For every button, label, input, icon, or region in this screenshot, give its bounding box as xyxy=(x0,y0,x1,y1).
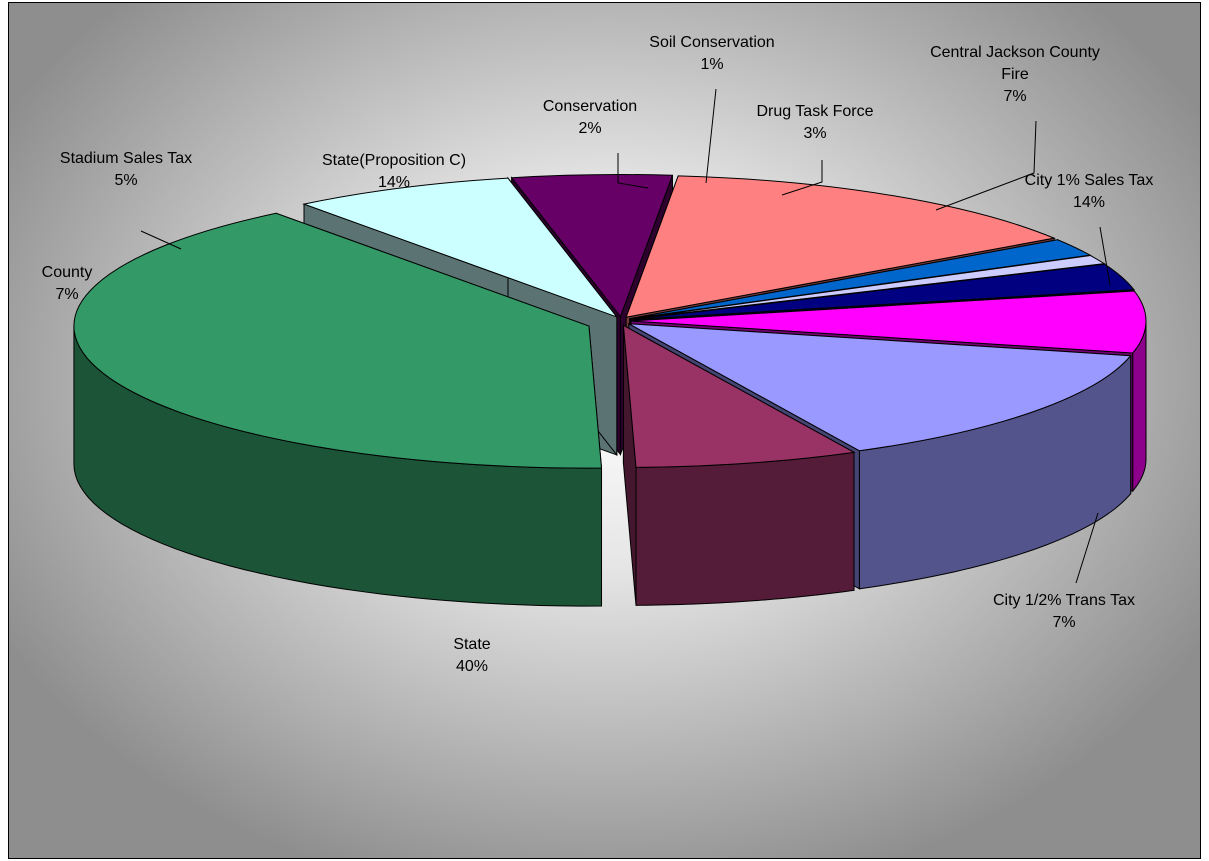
label-value-state-proposition-c: 14% xyxy=(378,174,410,191)
label-stadium-sales-tax: Stadium Sales Tax 5% xyxy=(60,150,192,189)
label-state-proposition-c: State(Proposition C) 14% xyxy=(322,152,466,191)
label-value-drug-task-force: 3% xyxy=(803,125,826,142)
slice-labels: City 1% Sales Tax 14% City 1/2% Trans Tax 7… xyxy=(42,34,1154,675)
slice-drug-task-force xyxy=(630,263,1135,321)
label-name-central-jackson-county-fire-1: Fire xyxy=(1001,66,1029,83)
label-soil-conservation: Soil Conservation 1% xyxy=(649,34,774,73)
leader-conservation xyxy=(617,153,649,189)
slice-city-1-2-trans-tax xyxy=(622,324,856,468)
leader-drug-task-force xyxy=(781,160,823,196)
label-name-city-1-2-trans-tax: City 1/2% Trans Tax xyxy=(993,592,1135,609)
slice-city-1-sales-tax xyxy=(628,323,1132,452)
label-city-1-2-trans-tax: City 1/2% Trans Tax 7% xyxy=(993,592,1135,631)
label-conservation: Conservation 2% xyxy=(543,98,637,137)
label-name-drug-task-force: Drug Task Force xyxy=(756,103,873,120)
label-central-jackson-county-fire: Central Jackson County Fire 7% xyxy=(930,44,1100,105)
label-state: State 40% xyxy=(453,636,490,675)
label-name-stadium-sales-tax: Stadium Sales Tax xyxy=(60,150,192,167)
label-county: County 7% xyxy=(42,264,93,303)
slice-state xyxy=(73,212,603,469)
leader-city-1-2-trans-tax xyxy=(1075,512,1099,584)
label-name-central-jackson-county-fire: Central Jackson County xyxy=(930,44,1100,61)
label-value-county: 7% xyxy=(55,286,78,303)
slice-side-city-1-2-trans-tax xyxy=(635,451,855,606)
label-name-state-proposition-c: State(Proposition C) xyxy=(322,152,466,169)
label-value-city-1-sales-tax: 14% xyxy=(1073,194,1105,211)
leader-stadium-sales-tax xyxy=(140,230,182,250)
pie-chart: City 1% Sales Tax 14% City 1/2% Trans Tax 7… xyxy=(42,34,1154,675)
label-name-soil-conservation: Soil Conservation xyxy=(649,34,774,51)
leader-city-1-sales-tax xyxy=(1099,226,1111,286)
label-drug-task-force: Drug Task Force 3% xyxy=(756,103,873,142)
label-city-1-sales-tax: City 1% Sales Tax 14% xyxy=(1025,172,1154,211)
label-value-state: 40% xyxy=(456,658,488,675)
leader-central-jackson-county-fire xyxy=(935,120,1037,211)
label-value-stadium-sales-tax: 5% xyxy=(114,172,137,189)
label-name-city-1-sales-tax: City 1% Sales Tax xyxy=(1025,172,1154,189)
label-name-county: County xyxy=(42,264,93,281)
leader-soil-conservation xyxy=(705,88,717,184)
label-name-state: State xyxy=(453,636,490,653)
slice-county xyxy=(302,177,619,318)
slice-central-jackson-county-fire xyxy=(630,290,1147,354)
label-value-soil-conservation: 1% xyxy=(700,56,723,73)
leader-lines xyxy=(140,88,1111,584)
chart-frame: City 1% Sales Tax 14% City 1/2% Trans Tax 7… xyxy=(8,2,1201,859)
label-name-conservation: Conservation xyxy=(543,98,637,115)
slice-soil-conservation xyxy=(630,255,1106,320)
label-value-city-1-2-trans-tax: 7% xyxy=(1052,614,1075,631)
pie-tops xyxy=(73,174,1147,469)
label-value-central-jackson-county-fire: 7% xyxy=(1003,88,1026,105)
slice-state-proposition-c xyxy=(625,175,1056,318)
slice-stadium-sales-tax xyxy=(510,174,674,318)
label-value-conservation: 2% xyxy=(578,120,601,137)
